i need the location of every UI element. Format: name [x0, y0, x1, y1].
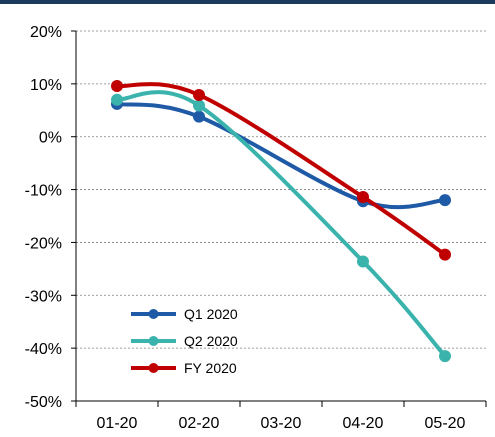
legend-swatch-marker — [148, 309, 159, 319]
data-point — [357, 255, 369, 268]
data-point — [193, 99, 205, 112]
y-tick-label: -50% — [25, 394, 62, 411]
top-accent-bar — [0, 0, 495, 4]
grid-lines — [76, 30, 486, 349]
y-tick-label: 0% — [39, 130, 62, 147]
data-point — [439, 350, 451, 363]
x-tick-label: 02-20 — [179, 415, 220, 432]
y-tick-label: 10% — [30, 77, 62, 94]
data-point — [357, 190, 369, 203]
x-tick-labels: 01-20 02-20 03-20 04-20 05-20 — [97, 415, 466, 432]
data-point — [111, 79, 123, 92]
legend: Q1 2020 Q2 2020 FY 2020 — [131, 306, 238, 376]
series-lines — [111, 79, 451, 363]
x-tick-label: 04-20 — [343, 415, 384, 432]
series-line-2 — [115, 82, 447, 257]
legend-label: Q2 2020 — [184, 333, 238, 349]
series-line-0 — [115, 101, 447, 210]
data-point — [193, 110, 205, 123]
y-tick-labels: 20% 10% 0% -10% -20% -30% -40% -50% — [25, 24, 62, 411]
y-tick-label: -40% — [25, 341, 62, 358]
y-tick-label: 20% — [30, 24, 62, 41]
series-line-1 — [115, 90, 447, 359]
legend-label: Q1 2020 — [184, 306, 238, 322]
legend-swatch-marker — [148, 363, 159, 373]
legend-label: FY 2020 — [184, 360, 237, 376]
data-point — [193, 88, 205, 101]
y-tick-label: -30% — [25, 288, 62, 305]
legend-swatch-marker — [148, 336, 159, 346]
x-tick-label: 05-20 — [425, 415, 466, 432]
data-point — [439, 248, 451, 261]
x-tick-label: 01-20 — [97, 415, 138, 432]
y-tick-label: -10% — [25, 183, 62, 200]
data-point — [439, 194, 451, 207]
x-tick-label: 03-20 — [261, 415, 302, 432]
data-point — [111, 93, 123, 106]
axes — [71, 30, 487, 407]
y-tick-label: -20% — [25, 235, 62, 252]
